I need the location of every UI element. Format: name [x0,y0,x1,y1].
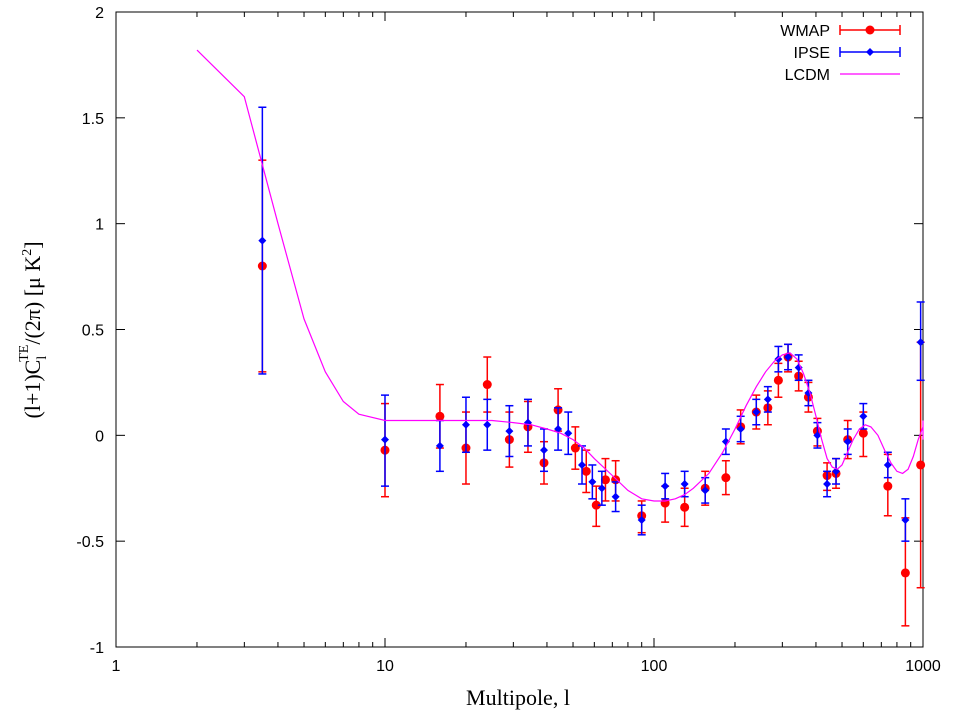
ipse-point [564,429,573,438]
ipse-point [883,460,892,469]
wmap-point [570,443,580,453]
y-axis-title-prefix: (l+1)C [20,360,45,419]
ipse-point [752,408,761,417]
x-tick-label: 1 [112,658,121,675]
lcdm-line [196,49,924,502]
ipse-point [859,412,868,421]
ipse-point [588,477,597,486]
wmap-point [482,380,492,390]
ipse-point [505,427,514,436]
y-axis-title-sup: TE [17,345,32,362]
ipse-point [554,424,563,433]
ipse-point [637,516,646,524]
wmap-point [680,502,690,512]
ipse-point [813,431,822,440]
ipse-point [597,484,606,493]
legend-label-lcdm: LCDM [785,67,830,84]
wmap-point [900,568,910,578]
y-tick-label: 1.5 [82,111,104,128]
wmap-series [257,159,926,627]
ipse-point [258,236,267,245]
wmap-point [600,475,610,485]
y-tick-label: 0.5 [82,323,104,340]
x-tick-label: 10 [376,658,394,675]
wmap-point [858,428,868,438]
legend-marker-wmap [865,25,875,35]
ipse-point [539,446,548,455]
ipse-point [794,363,803,372]
y-axis-title-sup2: 2 [20,249,35,256]
ipse-point [483,420,492,429]
wmap-point [581,466,591,476]
ipse-point [611,492,620,501]
ipse-point [381,435,389,444]
y-tick-label: -0.5 [76,534,104,551]
ipse-point [461,420,470,429]
y-axis-title: (l+1)ClTE/(2π) [μ K2] [17,241,50,418]
y-axis-title-sub: l [35,356,50,360]
ipse-point [784,353,793,362]
wmap-point [435,411,445,421]
wmap-point [721,473,731,483]
plot-frame [115,11,924,648]
x-axis-title: Multipole, l [466,685,570,710]
x-axis: 1 10 100 1000 [112,12,941,675]
y-axis-title-mid: /(2π) [μ K [20,256,45,345]
ipse-point [701,486,710,495]
y-tick-label: -1 [90,640,104,657]
ipse-point [435,441,444,450]
y-tick-label: 0 [95,428,104,445]
x-tick-label: 100 [641,658,668,675]
y-axis: -1 -0.5 0 0.5 1 1.5 2 [76,5,923,657]
wmap-point [773,375,783,385]
ipse-point [661,482,670,491]
legend-marker-ipse [866,48,874,56]
ipse-point [901,516,910,524]
ipse-point [823,480,832,489]
y-tick-label: 2 [95,5,104,22]
wmap-point [916,460,926,470]
ipse-point [680,480,689,489]
ipse-point [736,424,745,433]
x-tick-label: 1000 [905,658,941,675]
ipse-point [763,395,772,404]
y-tick-label: 1 [95,217,104,234]
y-axis-title-suffix: ] [20,241,45,248]
legend-label-ipse: IPSE [794,45,830,62]
legend-label-wmap: WMAP [780,23,830,40]
wmap-point [883,481,893,491]
ipse-point [916,338,925,347]
series-layer [196,49,926,627]
ipse-point [578,460,587,469]
ipse-point [843,437,852,446]
ipse-series [258,106,925,542]
wmap-point [591,500,601,510]
legend: WMAP IPSE LCDM [780,23,901,84]
